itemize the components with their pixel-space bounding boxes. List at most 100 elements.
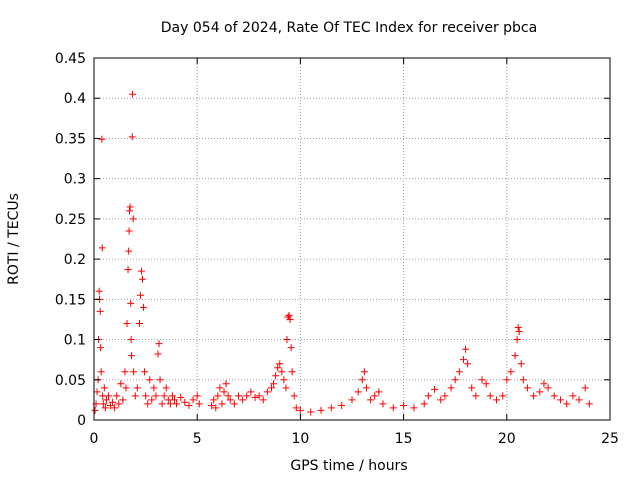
data-point <box>141 368 149 376</box>
data-point <box>556 396 564 404</box>
data-point <box>499 392 507 400</box>
data-point <box>478 376 486 384</box>
data-point <box>123 319 131 327</box>
data-point <box>129 215 137 223</box>
data-point <box>234 392 242 400</box>
data-point <box>550 392 558 400</box>
data-point <box>243 392 251 400</box>
x-tick-label: 10 <box>291 431 309 447</box>
y-tick-label: 0.25 <box>55 212 86 228</box>
data-point <box>247 388 255 396</box>
data-point <box>251 393 259 401</box>
data-point <box>282 384 290 392</box>
data-point <box>447 384 455 392</box>
data-point <box>540 380 548 388</box>
data-point <box>97 344 105 352</box>
data-point <box>563 400 571 408</box>
data-point <box>135 319 143 327</box>
data-point <box>259 396 267 404</box>
data-point <box>511 352 519 360</box>
data-point <box>348 396 356 404</box>
data-point <box>464 360 472 368</box>
data-point <box>283 336 291 344</box>
data-point <box>360 368 368 376</box>
y-tick-label: 0.4 <box>64 91 86 107</box>
data-point <box>185 402 193 410</box>
data-point <box>137 267 145 275</box>
y-tick-label: 0.3 <box>64 172 86 188</box>
data-point <box>523 384 531 392</box>
data-point <box>222 380 230 388</box>
data-point <box>115 400 123 408</box>
data-points <box>91 90 593 416</box>
data-point <box>100 384 108 392</box>
data-point <box>507 368 515 376</box>
axis-ticks: 0 0.05 0.1 0.15 0.2 0.25 0.3 0.35 0.4 0.45 0 5 10 15 2… <box>55 51 619 447</box>
data-point <box>290 392 298 400</box>
data-point <box>379 400 387 408</box>
data-point <box>139 275 147 283</box>
data-point <box>98 244 106 252</box>
data-point <box>130 368 138 376</box>
data-point <box>208 402 216 410</box>
data-point <box>459 356 467 364</box>
data-point <box>93 388 101 396</box>
data-point <box>410 404 418 412</box>
data-point <box>189 396 197 404</box>
data-point <box>437 396 445 404</box>
data-point <box>585 400 593 408</box>
data-point <box>214 392 222 400</box>
data-point <box>362 384 370 392</box>
data-point <box>113 392 121 400</box>
y-axis-label: ROTI / TECUs <box>6 193 22 285</box>
data-point <box>154 350 162 358</box>
data-point <box>181 398 189 406</box>
data-point <box>285 311 293 319</box>
data-point <box>375 388 383 396</box>
data-point <box>272 372 280 380</box>
data-point <box>127 336 135 344</box>
x-tick-label: 20 <box>498 431 516 447</box>
data-point <box>286 315 294 323</box>
data-point <box>97 368 105 376</box>
data-point <box>152 392 160 400</box>
data-point <box>575 396 583 404</box>
y-tick-label: 0.35 <box>55 131 86 147</box>
data-point <box>544 384 552 392</box>
data-point <box>129 90 137 98</box>
y-tick-label: 0.15 <box>55 292 86 308</box>
data-point <box>486 392 494 400</box>
data-point <box>148 396 156 404</box>
data-point <box>95 287 103 295</box>
grid-lines <box>94 58 610 420</box>
data-point <box>482 380 490 388</box>
data-point <box>441 392 449 400</box>
data-point <box>239 396 247 404</box>
data-point <box>354 388 362 396</box>
data-point <box>307 408 315 416</box>
data-point <box>101 404 109 412</box>
data-point <box>146 376 154 384</box>
data-point <box>514 323 522 331</box>
x-tick-label: 0 <box>90 431 99 447</box>
data-point <box>91 406 99 414</box>
y-tick-label: 0.45 <box>55 51 86 67</box>
data-point <box>119 396 127 404</box>
data-point <box>327 404 335 412</box>
data-point <box>492 396 500 404</box>
x-tick-label: 5 <box>193 431 202 447</box>
data-point <box>263 388 271 396</box>
data-point <box>173 400 181 408</box>
data-point <box>276 360 284 368</box>
data-point <box>160 392 168 400</box>
data-point <box>468 384 476 392</box>
data-point <box>102 396 110 404</box>
data-point <box>162 384 170 392</box>
data-point <box>109 398 117 406</box>
data-point <box>389 404 397 412</box>
data-point <box>218 400 226 408</box>
data-point <box>133 384 141 392</box>
data-point <box>519 376 527 384</box>
data-point <box>338 402 346 410</box>
data-point <box>168 392 176 400</box>
